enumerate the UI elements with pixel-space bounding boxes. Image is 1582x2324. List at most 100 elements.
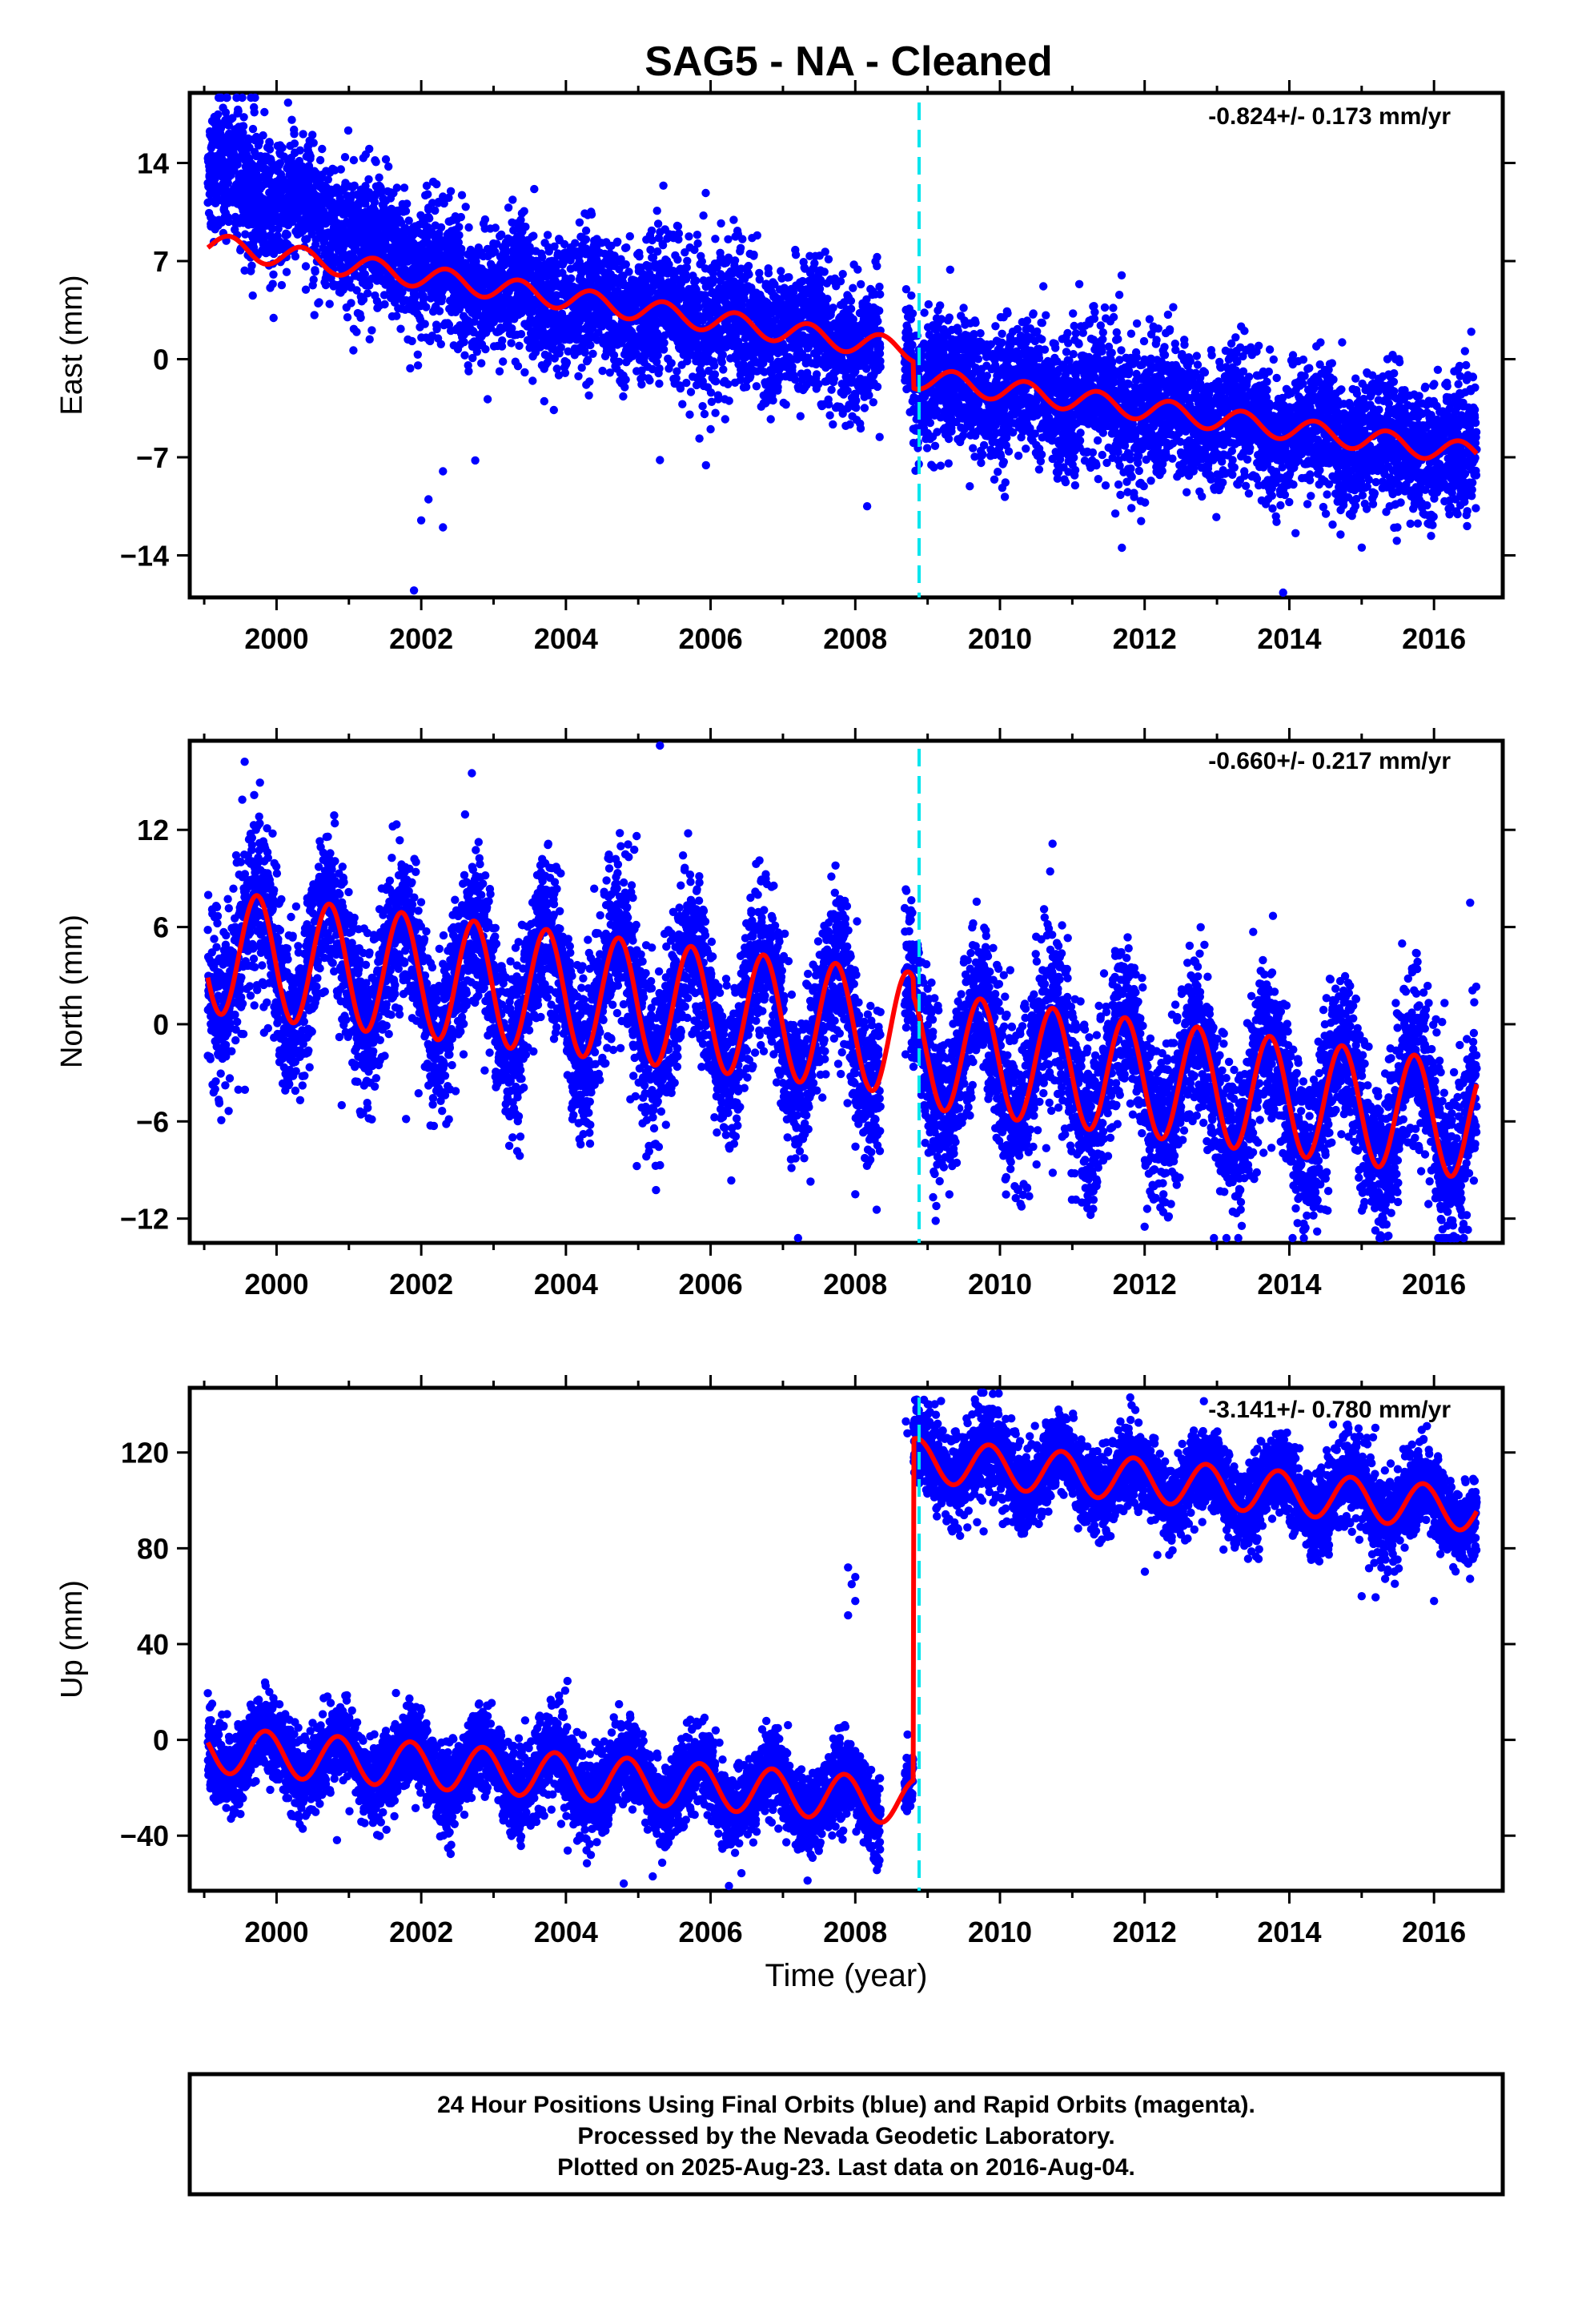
east-data-point	[283, 268, 291, 276]
east-data-point	[622, 260, 630, 268]
east-data-point	[371, 158, 379, 166]
east-data-point	[584, 392, 592, 400]
east-data-point	[646, 246, 654, 254]
east-data-point	[659, 182, 667, 190]
east-data-point	[588, 350, 596, 358]
east-data-point	[431, 207, 439, 215]
east-data-point	[530, 185, 538, 193]
east-data-point	[414, 361, 422, 369]
east-data-point	[403, 199, 411, 207]
east-data-point	[673, 255, 681, 263]
east-data-point	[224, 218, 232, 226]
east-data-point	[356, 314, 364, 322]
east-data-point	[318, 145, 326, 153]
east-data-point	[496, 368, 504, 376]
east-data-point	[712, 377, 720, 385]
east-data-point	[283, 231, 291, 239]
east-data-point	[343, 313, 351, 321]
east-data-point	[678, 400, 686, 408]
east-data-point	[717, 219, 725, 227]
east-xtick-label: 2004	[534, 622, 598, 655]
east-data-point	[392, 312, 400, 320]
east-data-point	[598, 367, 606, 375]
east-data-point	[249, 125, 257, 133]
east-data-point	[455, 231, 463, 239]
east-ytick-label: 0	[153, 344, 169, 376]
east-data-point	[251, 94, 259, 102]
east-data-point	[711, 370, 719, 378]
east-data-point	[290, 130, 298, 138]
east-data-point	[721, 415, 729, 423]
east-xtick-label: 2008	[823, 622, 887, 655]
east-ylabel: East (mm)	[55, 275, 89, 415]
east-data-point	[384, 163, 392, 171]
east-data-point	[464, 223, 472, 231]
east-data-point	[563, 359, 571, 367]
east-ytick-label: −7	[136, 441, 169, 474]
east-data-point	[520, 368, 528, 376]
east-data-point	[626, 232, 634, 240]
east-rate-label: -0.824+/- 0.173 mm/yr	[1208, 103, 1451, 130]
east-data-point	[424, 190, 432, 198]
east-data-point	[529, 231, 537, 239]
east-data-point	[635, 252, 643, 260]
east-xtick-label: 2014	[1257, 622, 1321, 655]
east-data-point	[517, 330, 525, 338]
east-data-point	[619, 392, 627, 400]
east-xtick-label: 2012	[1113, 622, 1177, 655]
east-data-point	[291, 252, 299, 260]
east-data-point	[673, 374, 681, 382]
east-data-point	[425, 215, 433, 223]
east-data-point	[367, 326, 375, 334]
east-data-point	[693, 239, 701, 247]
east-data-point	[270, 314, 278, 322]
east-data-point	[683, 257, 691, 265]
east-data-point	[464, 367, 472, 375]
east-xtick-label: 2010	[968, 622, 1032, 655]
east-data-point	[457, 245, 465, 253]
east-data-point	[544, 231, 552, 239]
east-data-point	[718, 358, 726, 366]
east-data-point	[238, 94, 246, 102]
east-data-point	[586, 341, 594, 349]
east-data-point	[538, 253, 546, 261]
east-points	[203, 94, 1480, 597]
east-data-point	[582, 227, 590, 235]
east-data-point	[251, 108, 259, 116]
east-data-point	[499, 357, 507, 365]
east-data-point	[311, 311, 319, 319]
east-data-point	[557, 344, 565, 352]
east-data-point	[698, 402, 706, 410]
east-data-point	[701, 189, 709, 197]
east-data-point	[341, 153, 349, 161]
east-data-point	[660, 339, 668, 347]
east-data-point	[574, 372, 582, 380]
east-data-point	[648, 227, 656, 235]
east-data-point	[239, 113, 247, 121]
east-data-point	[561, 369, 569, 377]
east-data-point	[668, 359, 676, 367]
east-data-point	[402, 207, 410, 215]
east-data-point	[481, 215, 489, 223]
east-data-point	[432, 180, 440, 188]
east-xtick-label: 2006	[679, 622, 743, 655]
east-data-point	[310, 275, 318, 283]
east-data-point	[239, 122, 247, 130]
east-data-point	[710, 361, 718, 369]
east-data-point	[420, 295, 428, 303]
east-data-point	[693, 231, 701, 239]
east-data-point	[316, 156, 324, 164]
east-data-point	[349, 346, 357, 354]
east-data-point	[307, 152, 315, 160]
east-data-point	[460, 352, 468, 360]
east-data-point	[400, 183, 408, 191]
east-data-point	[284, 99, 292, 107]
east-data-point	[508, 195, 516, 203]
east-data-point	[567, 275, 575, 283]
east-data-point	[422, 303, 430, 311]
east-data-point	[702, 461, 710, 469]
east-data-point	[382, 155, 390, 163]
east-data-point	[550, 406, 558, 414]
east-data-point	[406, 364, 414, 372]
east-data-point	[695, 434, 703, 442]
